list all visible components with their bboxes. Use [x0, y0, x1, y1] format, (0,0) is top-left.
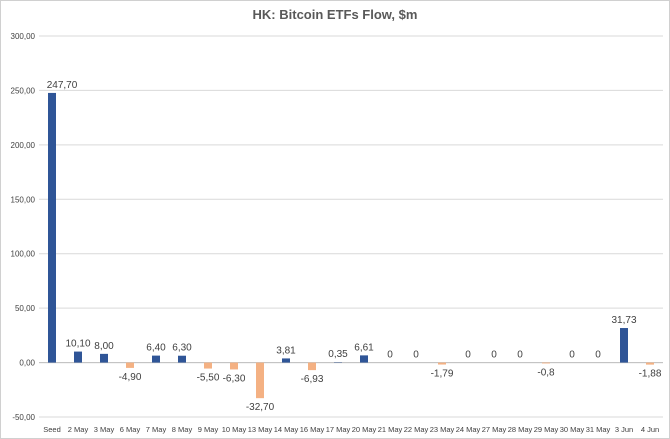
- bar: [646, 362, 654, 365]
- y-tick-label: 0,00: [19, 359, 35, 368]
- bar: [256, 362, 264, 399]
- y-tick-label: -50,00: [12, 413, 35, 422]
- x-axis: Seed 2 May 3 May 6 May 7 May 8 May 9 May 10 May…: [43, 425, 659, 434]
- data-label: 0: [491, 350, 497, 361]
- data-label: -32,70: [246, 402, 275, 413]
- bar: [74, 351, 82, 363]
- data-label: -5,50: [197, 373, 220, 384]
- x-tick-label: 8 May: [172, 425, 193, 434]
- x-tick-label: 28 May: [508, 425, 533, 434]
- data-label: -6,30: [223, 373, 246, 384]
- x-tick-label: 16 May: [300, 425, 325, 434]
- bars: [48, 92, 654, 399]
- data-label: 31,73: [611, 315, 636, 326]
- bar: [620, 328, 628, 363]
- x-tick-label: 7 May: [146, 425, 167, 434]
- gridlines: [39, 35, 663, 418]
- bar: [126, 362, 134, 368]
- y-axis: -50,00 0,00 50,00 100,00 150,00 200,00 250,00 3…: [11, 32, 36, 422]
- x-tick-label: 2 May: [68, 425, 89, 434]
- data-label: 0: [387, 350, 393, 361]
- bar: [178, 355, 186, 363]
- data-label: 3,81: [276, 345, 296, 356]
- bar: [100, 353, 108, 363]
- x-tick-label: 21 May: [378, 425, 403, 434]
- y-tick-label: 150,00: [11, 195, 36, 204]
- bar: [204, 362, 212, 369]
- x-tick-label: 29 May: [534, 425, 559, 434]
- chart-title: HK: Bitcoin ETFs Flow, $m: [252, 7, 418, 22]
- x-tick-label: 3 May: [94, 425, 115, 434]
- x-tick-label: 30 May: [560, 425, 585, 434]
- data-label: 6,40: [146, 343, 166, 354]
- data-label: 8,00: [94, 341, 114, 352]
- bar: [438, 362, 446, 365]
- data-label: 0: [465, 350, 471, 361]
- x-tick-label: 24 May: [456, 425, 481, 434]
- x-tick-label: 27 May: [482, 425, 507, 434]
- data-label: 6,30: [172, 343, 192, 354]
- y-tick-label: 300,00: [11, 32, 36, 41]
- data-label: 0: [413, 350, 419, 361]
- data-label: 247,70: [47, 80, 78, 91]
- y-tick-label: 250,00: [11, 86, 36, 95]
- x-tick-label: 14 May: [274, 425, 299, 434]
- data-label: 0,35: [328, 349, 348, 360]
- bar: [360, 355, 368, 363]
- bar: [152, 355, 160, 363]
- data-label: -1,88: [639, 369, 662, 380]
- y-tick-label: 100,00: [11, 250, 36, 259]
- y-tick-label: 50,00: [15, 304, 36, 313]
- data-label: -0,8: [537, 367, 555, 378]
- data-label: -6,93: [301, 374, 324, 385]
- data-label: 0: [595, 350, 601, 361]
- data-label: 6,61: [354, 342, 374, 353]
- data-label: -1,79: [431, 369, 454, 380]
- x-tick-label: 20 May: [352, 425, 377, 434]
- bar: [308, 362, 316, 371]
- data-labels: 247,70 10,10 8,00 -4,90 6,40 6,30 -5,50 -6,30 -3…: [47, 80, 662, 413]
- x-tick-label: 6 May: [120, 425, 141, 434]
- data-label: -4,90: [119, 372, 142, 383]
- x-tick-label: 23 May: [430, 425, 455, 434]
- bar: [542, 362, 550, 364]
- x-tick-label: Seed: [43, 425, 61, 434]
- x-tick-label: 4 Jun: [641, 425, 659, 434]
- data-label: 10,10: [65, 339, 90, 350]
- x-tick-label: 13 May: [248, 425, 273, 434]
- x-tick-label: 31 May: [586, 425, 611, 434]
- bar: [282, 358, 290, 363]
- x-tick-label: 9 May: [198, 425, 219, 434]
- bar: [230, 362, 238, 370]
- x-tick-label: 17 May: [326, 425, 351, 434]
- data-label: 0: [517, 350, 523, 361]
- bar: [48, 92, 56, 363]
- y-tick-label: 200,00: [11, 141, 36, 150]
- data-label: 0: [569, 350, 575, 361]
- x-tick-label: 10 May: [222, 425, 247, 434]
- x-tick-label: 22 May: [404, 425, 429, 434]
- x-tick-label: 3 Jun: [615, 425, 633, 434]
